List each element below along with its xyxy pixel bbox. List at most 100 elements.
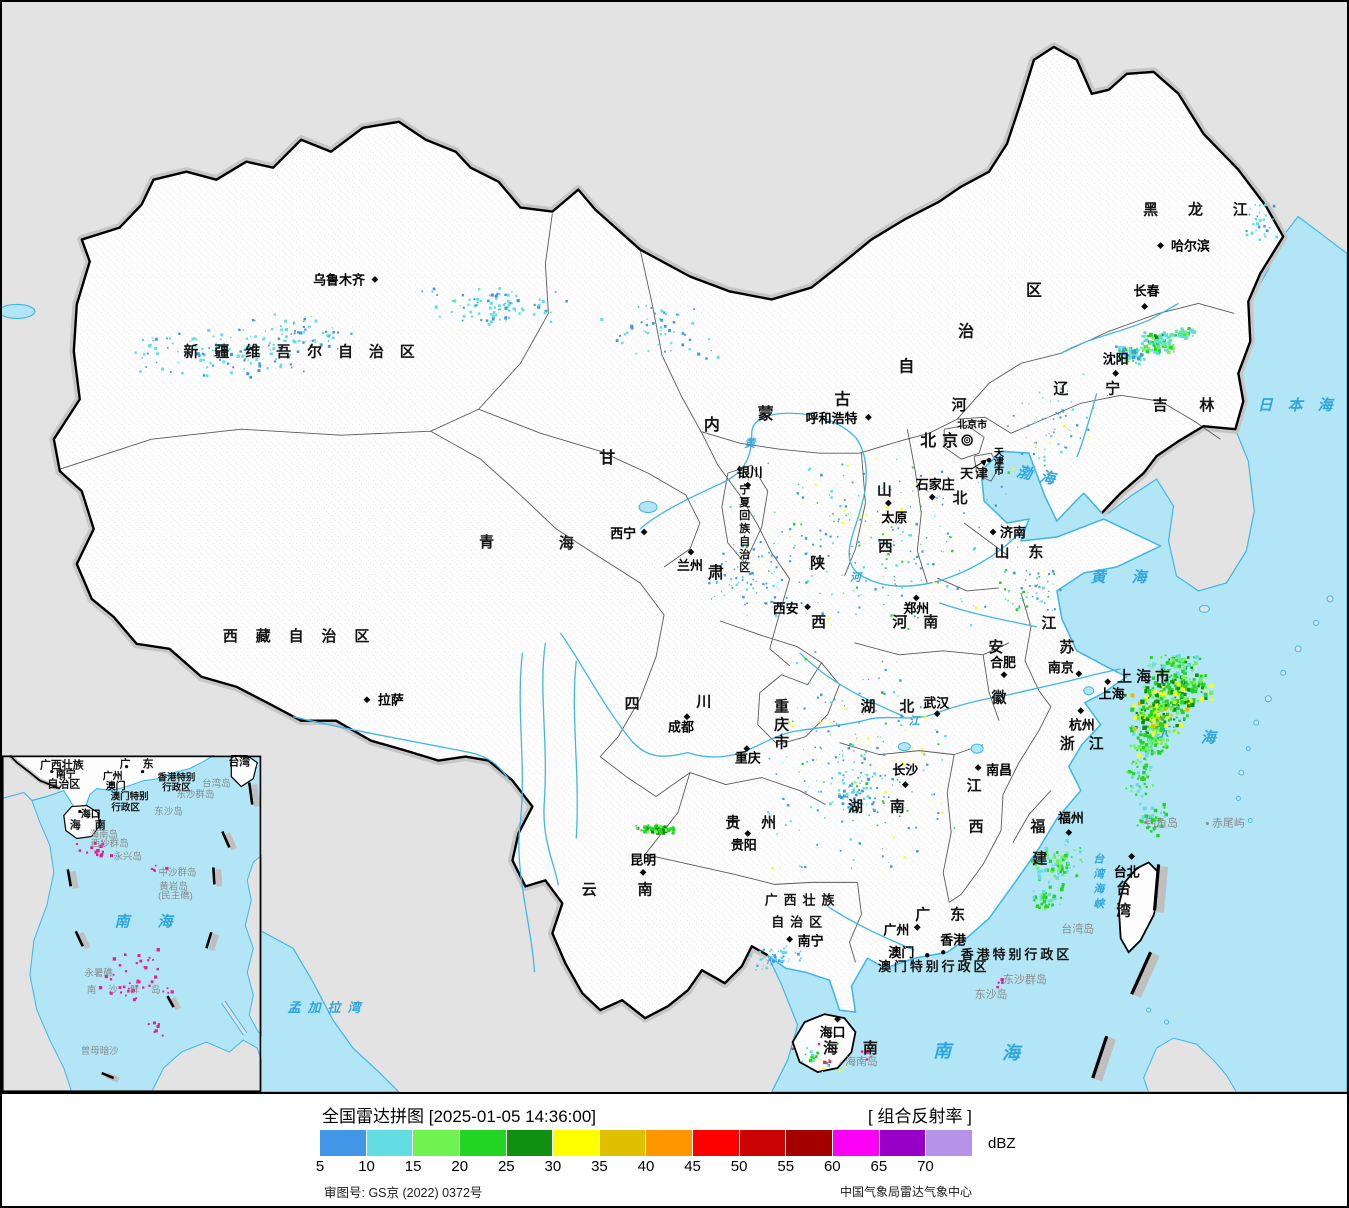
map-label-provL: 蒙 [758,404,774,423]
map-label-city: 福州 [1057,810,1084,825]
city-marker [928,493,936,501]
colorbar-segment [879,1130,926,1156]
map-label-prov2: 澳门特别行政区 [878,959,990,974]
map-label-provL: 自 [898,356,914,375]
city-marker [804,603,811,611]
map-label-city: 南昌 [986,763,1012,778]
map-label-provL: 甘 [599,449,615,467]
map-label-prov2: 广西壮族 [765,892,841,907]
legend-colorbar [320,1130,972,1156]
luzon-island [1143,1037,1237,1092]
map-label-prov: 川 [695,694,711,711]
map-label-prov: 湖南 [848,798,932,816]
map-label-prov2: 天津 [960,466,990,481]
inset-national-border [9,754,61,790]
colorbar-segment [506,1130,553,1156]
colorbar-tick: 50 [730,1158,748,1175]
map-label-prov: 贵州 [725,813,797,831]
colorbar-segment [693,1130,739,1156]
rivers [292,302,1179,973]
map-label-iisl: 永暑礁 [85,967,114,979]
map-label-sea: 日本海 [1258,397,1347,414]
map-label-prov: 陕 [810,554,825,572]
map-label-city: 重庆 [735,751,761,766]
product-label: [ 组合反射率 ] [868,1107,972,1126]
map-label-prov: 河南 [892,613,954,631]
city-marker [884,499,892,507]
colorbar-tick: 10 [358,1158,375,1175]
map-label-prov: 江 [1041,614,1056,632]
colorbar-tick-labels: 5 10 15 20 25 30 35 40 45 50 55 60 65 70 [316,1158,972,1176]
island-marks [75,840,1004,1061]
city-marker [913,923,921,931]
map-label-prov: 海 [559,534,574,552]
map-label-city: 呼和浩特 [806,411,858,426]
map-label-prov2: 自治区 [771,914,828,929]
map-label-city: 南京 [1048,660,1074,675]
map-label-cityS: 天津市 [994,447,1005,477]
map-label-iisl: 中沙群岛 [159,866,197,878]
colorbar-segment [646,1130,693,1156]
map-label-city: 乌鲁木齐 [313,272,366,287]
map-label-iprov: 广东 [120,757,166,771]
colorbar-segment [599,1130,646,1156]
map-label-prov: 西 [811,614,826,631]
map-label-city: 海口 [820,1025,846,1040]
radar-echoes [134,200,1279,1073]
map-label-isl: 钓鱼岛 [1145,815,1178,829]
map-label-city: 广州 [883,922,909,937]
colorbar-segment [320,1130,366,1156]
map-label-prov: 辽宁 [1053,379,1157,397]
city-marker [639,869,647,876]
map-label-iisl: 东沙岛 [154,806,182,818]
city-marker [1075,670,1083,678]
hainan-island [791,1013,857,1073]
colorbar-segment [926,1130,972,1156]
map-label-prov: 广东 [915,905,985,923]
inset-borneo [150,1039,262,1092]
map-label-city: 南宁 [798,933,824,948]
colorbar-tick: 70 [917,1158,934,1175]
map-label-sea: 黄海 [1091,569,1173,586]
map-label-isl: 赤尾屿 [1212,816,1245,829]
map-label-prov: 黑龙江 [1143,201,1278,219]
map-label-city: 杭州 [1069,718,1095,733]
colorbar-segment [833,1130,879,1156]
map-label-iisl: (民主礁) [158,889,193,901]
map-label-iprov2: 行政区 [161,782,191,794]
map-label-sea: 海 [1201,730,1219,747]
map-label-iprov2: 澳门特别 [111,791,149,803]
colorbar-tick: 20 [451,1158,469,1175]
map-label-prov: 河 [952,396,967,414]
map-label-prov: 江 [967,777,982,795]
credit-label: 中国气象局雷达气象中心 [840,1185,973,1199]
map-label-iisl: 海南岛 [89,828,117,840]
map-label-provL: 北京 [920,431,964,450]
inset-china-part [11,755,214,813]
map-label-prov: 海南 [823,1039,903,1057]
colorbar-tick: 45 [684,1158,701,1175]
map-label-iisl: 黄岩岛 [159,880,187,892]
colorbar-segment [413,1130,459,1156]
map-label-city: 长沙 [892,763,918,778]
city-marker [743,745,751,753]
map-label-city: 太原 [880,510,907,525]
map-label-city: 沈阳 [1103,351,1129,366]
colorbar-tick: 40 [637,1158,655,1175]
map-label-prov: 北 [953,490,968,507]
colorbar-tick: 15 [404,1158,422,1175]
map-label-prov: 吉林 [1153,396,1247,414]
map-label-city: 贵阳 [731,837,757,852]
radar-map: 日本海渤海黄海东海南海孟加拉湾台湾海峡黄河江 [2,2,1347,1094]
nine-dash-line-main [1091,864,1169,1082]
sea-labels: 日本海渤海黄海东海南海孟加拉湾台湾海峡黄河江 [288,397,1347,1063]
map-label-prov: 浙江 [1060,735,1118,753]
map-label-icity: 澳门 [106,780,126,793]
china-terrain-texture [53,46,1284,1019]
map-label-city: 西宁 [610,526,636,541]
map-label-icity: 海口 [81,807,101,820]
map-label-prov: 苏 [1059,638,1074,656]
map-label-city: 兰州 [677,558,703,573]
map-label-city: 上海 [1099,687,1125,702]
